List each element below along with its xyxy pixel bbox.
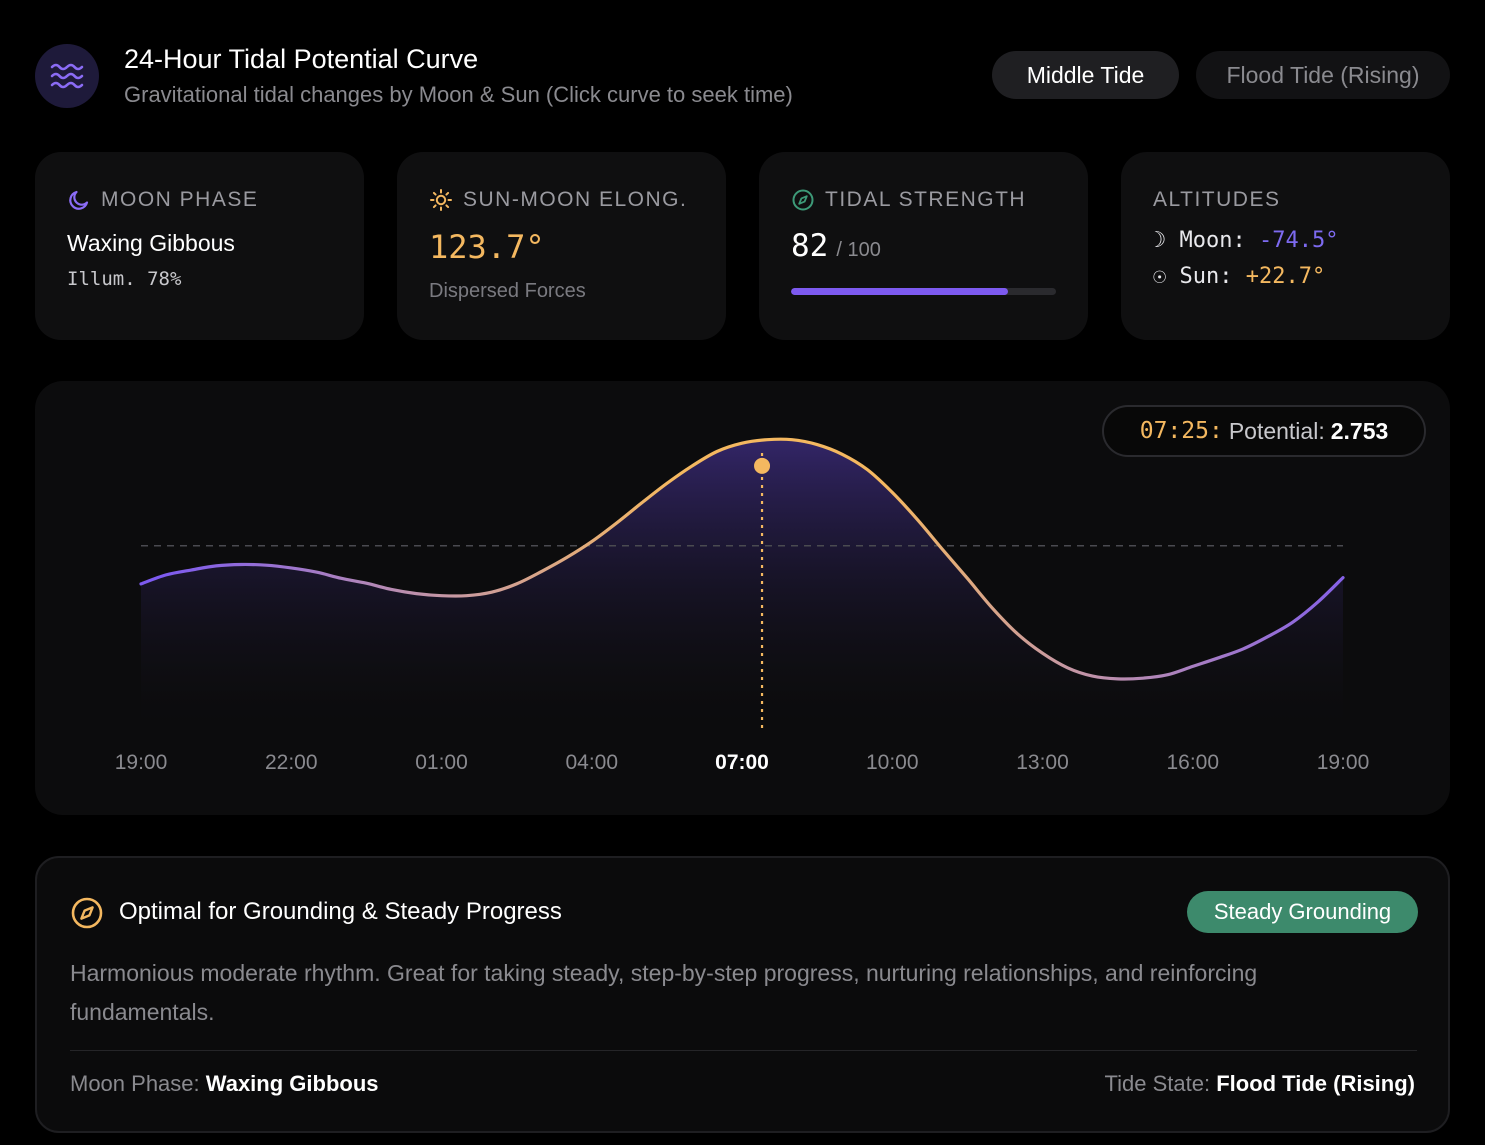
x-tick-label: 22:00 xyxy=(265,751,318,774)
sun-icon xyxy=(430,189,452,211)
status-badge: Steady Grounding xyxy=(1187,891,1418,933)
x-tick-label: 19:00 xyxy=(115,751,168,774)
header: 24-Hour Tidal Potential Curve Gravitatio… xyxy=(35,42,1450,112)
footer-tide-state-value: Flood Tide (Rising) xyxy=(1216,1071,1415,1096)
readout-value: 2.753 xyxy=(1330,417,1389,444)
moon-phase-value: Waxing Gibbous xyxy=(67,230,235,256)
tidal-strength-label: TIDAL STRENGTH xyxy=(825,188,1027,211)
advice-card: Optimal for Grounding & Steady Progress … xyxy=(35,856,1450,1133)
tidal-curve xyxy=(139,437,1345,681)
moon-altitude-row: ☽ Moon: -74.5° xyxy=(1153,228,1338,253)
elongation-label: SUN-MOON ELONG. xyxy=(463,188,688,211)
page-subtitle: Gravitational tidal changes by Moon & Su… xyxy=(124,82,793,107)
time-cursor-dot xyxy=(754,457,771,474)
tidal-strength-card: TIDAL STRENGTH 82 / 100 xyxy=(759,152,1088,340)
altitudes-card: ALTITUDES ☽ Moon: -74.5° ☉ Sun: +22.7° xyxy=(1121,152,1450,340)
sun-altitude-label: Sun: xyxy=(1179,264,1233,289)
moon-phase-card: MOON PHASE Waxing Gibbous Illum. 78% xyxy=(35,152,364,340)
readout-time: 07:25: xyxy=(1139,418,1223,444)
curve-area xyxy=(141,439,1343,726)
sun-altitude-value: +22.7° xyxy=(1245,264,1326,289)
x-tick-label: 19:00 xyxy=(1317,751,1370,774)
tidal-strength-value: 82 xyxy=(791,228,829,264)
moon-phase-label: MOON PHASE xyxy=(101,188,259,211)
divider xyxy=(70,1050,1417,1051)
tidal-strength-bar xyxy=(791,288,1056,295)
sun-altitude-row: ☉ Sun: +22.7° xyxy=(1153,264,1325,289)
potential-readout: 07:25: Potential: 2.753 xyxy=(1102,405,1426,457)
elongation-value: 123.7° xyxy=(429,228,545,266)
x-tick-label: 04:00 xyxy=(565,751,618,774)
tidal-chart-panel: 19:00 22:00 01:00 04:00 07:00 10:00 13:00 16:00… xyxy=(35,381,1450,815)
moon-symbol: ☽ xyxy=(1153,228,1167,253)
tidal-strength-max: / 100 xyxy=(836,239,881,261)
illumination-value: Illum. 78% xyxy=(67,268,182,290)
elongation-card: SUN-MOON ELONG. 123.7° Dispersed Forces xyxy=(397,152,726,340)
x-tick-label: 07:00 xyxy=(715,751,769,774)
compass-icon xyxy=(71,897,103,929)
sun-symbol: ☉ xyxy=(1153,264,1167,289)
page-title: 24-Hour Tidal Potential Curve xyxy=(124,44,479,74)
elongation-note: Dispersed Forces xyxy=(429,280,586,302)
altitudes-label: ALTITUDES xyxy=(1153,188,1281,211)
moon-icon xyxy=(69,190,89,210)
x-tick-label: 01:00 xyxy=(415,751,468,774)
tide-level-tag[interactable]: Middle Tide xyxy=(992,51,1179,99)
x-tick-label: 10:00 xyxy=(866,751,919,774)
readout-label: Potential: xyxy=(1228,417,1325,444)
advice-title: Optimal for Grounding & Steady Progress xyxy=(119,898,562,925)
footer-moon-phase-value: Waxing Gibbous xyxy=(205,1071,379,1096)
tidal-strength-fill xyxy=(791,288,1009,295)
tidal-chart[interactable]: 19:00 22:00 01:00 04:00 07:00 10:00 13:00 16:00… xyxy=(35,381,1450,815)
x-tick-label: 16:00 xyxy=(1166,751,1219,774)
advice-text: Harmonious moderate rhythm. Great for ta… xyxy=(70,960,1258,1025)
moon-altitude-label: Moon: xyxy=(1179,228,1246,253)
footer-tide-state-label: Tide State: xyxy=(1104,1071,1211,1096)
compass-icon xyxy=(792,189,814,211)
footer-moon-phase: Moon Phase: Waxing Gibbous xyxy=(70,1071,379,1097)
footer-tide-state: Tide State: Flood Tide (Rising) xyxy=(1105,1071,1416,1097)
waves-icon xyxy=(35,44,99,108)
footer-moon-phase-label: Moon Phase: xyxy=(70,1071,200,1096)
tide-state-tag[interactable]: Flood Tide (Rising) xyxy=(1196,51,1450,99)
moon-altitude-value: -74.5° xyxy=(1258,228,1339,253)
x-tick-label: 13:00 xyxy=(1016,751,1069,774)
